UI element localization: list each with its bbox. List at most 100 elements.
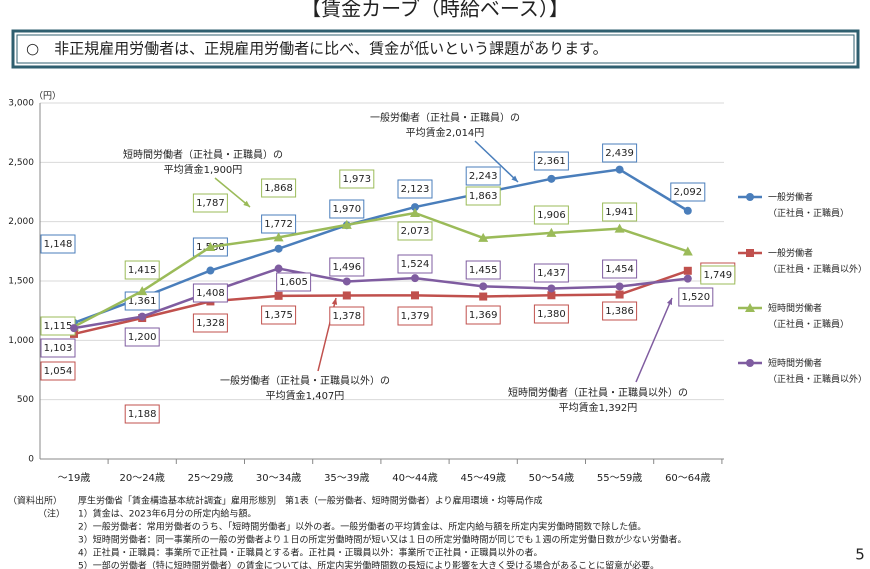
annotation-arrow	[474, 140, 519, 183]
legend-marker	[746, 193, 754, 201]
point-marker	[547, 174, 556, 183]
data-label: 1,375	[264, 310, 293, 321]
note-item: 4）正社員・正職員：事業所で正社員・正職員とする者。正社員・正職員以外：事業所で…	[78, 547, 542, 559]
note-item: 1）賃金は、2023年6月分の所定内給与額。	[78, 508, 256, 520]
data-label: 1,369	[469, 310, 498, 321]
data-label-box	[124, 327, 160, 347]
point-marker	[615, 290, 624, 299]
legend-marker	[746, 359, 754, 367]
annotation-text: 一般労働者（正社員・正職員）の	[370, 111, 520, 124]
data-label-box	[40, 338, 76, 358]
data-label-box	[192, 283, 228, 303]
data-label: 1,863	[469, 191, 498, 202]
data-label: 1,380	[537, 309, 566, 320]
point-marker	[411, 203, 419, 212]
point-marker	[478, 232, 489, 242]
data-label: 2,243	[469, 171, 498, 182]
data-label-box	[329, 306, 365, 326]
annotation-arrow	[214, 177, 251, 208]
data-label-box	[124, 260, 160, 280]
point-marker	[342, 291, 351, 300]
banner-inner	[16, 34, 855, 64]
data-label-box	[533, 151, 569, 171]
data-label-box	[465, 166, 501, 186]
data-label-box	[465, 186, 501, 206]
annotation-arrowhead	[243, 200, 250, 207]
annotation-text: 平均賃金1,407円	[266, 389, 345, 402]
annotation-text: 平均賃金1,392円	[559, 401, 638, 414]
annotation-arrowhead	[511, 175, 518, 182]
x-tick-label: 50～54歳	[529, 472, 574, 484]
point-marker	[411, 274, 419, 283]
data-label-box	[397, 221, 433, 241]
annotation-arrow	[635, 297, 673, 383]
x-tick-label: 60～64歳	[665, 472, 710, 484]
data-label: 1,772	[264, 219, 293, 230]
data-label: 2,073	[401, 226, 430, 237]
source-label: （資料出所）	[8, 495, 62, 507]
x-tick-label: ～19歳	[58, 472, 91, 484]
notes-label: （注）	[38, 508, 65, 520]
point-marker	[274, 244, 283, 253]
x-tick-label: 20～24歳	[119, 472, 164, 484]
data-label: 2,092	[673, 187, 702, 198]
data-label-box	[329, 199, 365, 219]
data-label: 1,787	[196, 198, 225, 209]
data-label-box	[40, 361, 76, 381]
point-marker	[546, 227, 557, 237]
data-label-box	[465, 260, 501, 280]
annotation-text: 短時間労働者（正社員・正職員）の	[123, 148, 283, 161]
data-label-box	[329, 257, 365, 277]
data-label: 1,415	[128, 265, 157, 276]
data-label: 1,973	[342, 174, 371, 185]
data-label-box	[678, 287, 714, 307]
x-tick-label: 30～34歳	[256, 472, 301, 484]
data-label-box	[40, 234, 76, 254]
data-label: 1,386	[605, 306, 634, 317]
data-label: 1,115	[44, 321, 73, 332]
y-tick-label: 0	[28, 455, 34, 465]
data-label: 2,123	[401, 184, 430, 195]
data-label-box	[124, 404, 160, 424]
point-marker	[137, 286, 148, 296]
y-tick-label: 1,500	[8, 277, 34, 287]
legend-label: 短時間労働者（正社員・正職員）	[768, 302, 849, 330]
y-tick-label: 2,000	[8, 217, 34, 227]
legend-label: 一般労働者（正社員・正職員）	[768, 191, 849, 219]
series-line	[73, 267, 688, 330]
legend-label: 短時間労働者（正社員・正職員以外）	[768, 357, 867, 385]
note-item: 5）一部の労働者（特に短時間労働者）の賃金については、所定内実労働時間数の長短に…	[78, 560, 659, 569]
x-tick-label: 35～39歳	[324, 472, 369, 484]
banner-text: ○ 非正規雇用労働者は、正規雇用労働者に比べ、賃金が低いという課題があります。	[26, 40, 608, 58]
data-label-box	[670, 182, 706, 202]
point-marker	[342, 277, 351, 286]
data-label: 1,941	[605, 207, 634, 218]
point-marker	[683, 266, 692, 275]
data-label: 1,605	[279, 277, 308, 288]
data-label-box	[261, 305, 297, 325]
data-label: 1,328	[196, 318, 225, 329]
data-label-box	[465, 305, 501, 325]
data-label: 1,408	[196, 288, 225, 299]
data-label: 1,361	[128, 296, 157, 307]
data-label: 2,361	[537, 156, 566, 167]
data-label: 1,749	[703, 270, 732, 281]
data-label-box	[192, 193, 228, 213]
point-marker	[683, 206, 692, 215]
x-tick-label: 25～29歳	[188, 472, 233, 484]
annotation-text: 平均賃金1,900円	[164, 163, 243, 176]
y-tick-label: 2,500	[8, 158, 34, 168]
point-marker	[341, 219, 352, 229]
source-text: 厚生労働省「賃金構造基本統計調査」雇用形態別 第1表（一般労働者、短時間労働者）…	[78, 495, 543, 507]
data-label-box	[602, 301, 638, 321]
point-marker	[547, 291, 556, 300]
point-marker	[411, 291, 419, 300]
annotation-arrowhead	[666, 298, 672, 305]
data-label: 1,496	[332, 262, 361, 273]
banner-box	[11, 29, 860, 69]
x-tick-label: 45～49歳	[460, 472, 505, 484]
data-label-box	[192, 313, 228, 333]
y-tick-label: 3,000	[8, 99, 34, 109]
notes: 1）賃金は、2023年6月分の所定内給与額。2）一般労働者：常用労働者のうち、「…	[78, 508, 687, 569]
plot-area: 0 500 1,000 1,500 2,000 2,500 3,000 ～19歳 20～24歳 2…	[8, 99, 867, 485]
